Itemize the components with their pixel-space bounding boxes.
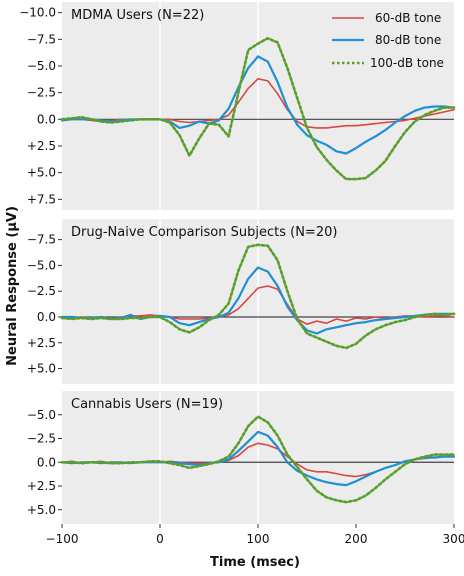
legend: 60-dB tone 80-dB tone 100-dB tone <box>332 11 444 70</box>
y-tick-label: −5.0 <box>27 258 56 272</box>
y-tick-label: +5.0 <box>27 362 56 376</box>
y-tick-label: +2.5 <box>27 139 56 153</box>
x-axis-label: Time (msec) <box>210 555 300 570</box>
series-line-100-db-tone <box>60 36 456 181</box>
legend-label-100db: 100-dB tone <box>370 56 444 70</box>
y-tick-label: +5.0 <box>27 503 56 517</box>
y-tick-label: −5.0 <box>27 59 56 73</box>
y-tick-label: +2.5 <box>27 336 56 350</box>
panel-1: −10.0 −7.5 −5.0 −2.5 0.0 +2.5 +5.0 +7.5 MDMA Use… <box>19 2 456 210</box>
series-line-100-db-tone <box>60 415 456 504</box>
y-tick-label: 0.0 <box>37 112 56 126</box>
y-tick-label: +5.0 <box>27 166 56 180</box>
y-tick-label: 0.0 <box>37 455 56 469</box>
legend-label-60db: 60-dB tone <box>375 11 441 25</box>
panel-title: Drug-Naive Comparison Subjects (N=20) <box>71 225 337 240</box>
panel-title: MDMA Users (N=22) <box>71 8 204 23</box>
y-tick-label: −2.5 <box>27 432 56 446</box>
y-tick-label: −2.5 <box>27 86 56 100</box>
x-tick-label: 200 <box>345 532 368 546</box>
y-axis-label: Neural Response (µV) <box>5 206 20 366</box>
series-line-80-db-tone <box>60 266 456 335</box>
x-tick-label: 100 <box>247 532 270 546</box>
legend-label-80db: 80-dB tone <box>375 33 441 47</box>
y-tick-label: −7.5 <box>27 233 56 247</box>
panel-title: Cannabis Users (N=19) <box>71 397 223 412</box>
x-tick-label: 0 <box>156 532 164 546</box>
y-tick-label: −5.0 <box>27 408 56 422</box>
series-line-100-db-tone <box>60 243 456 350</box>
y-tick-label: −7.5 <box>27 32 56 46</box>
y-tick-label: +7.5 <box>27 192 56 206</box>
panel-3: −5.0 −2.5 0.0 +2.5 +5.0 Cannabis Users (N=19) <box>27 391 456 524</box>
y-tick-label: −2.5 <box>27 284 56 298</box>
x-tick-label: −100 <box>46 532 79 546</box>
y-tick-label: −10.0 <box>19 6 56 20</box>
y-tick-label: 0.0 <box>37 310 56 324</box>
panel-2: −7.5 −5.0 −2.5 0.0 +2.5 +5.0 Drug-Naive Compar… <box>27 219 456 384</box>
y-tick-label: +2.5 <box>27 479 56 493</box>
panels-layer: −10.0 −7.5 −5.0 −2.5 0.0 +2.5 +5.0 +7.5 MDMA Use… <box>19 2 456 524</box>
x-tick-label: 300 <box>443 532 464 546</box>
